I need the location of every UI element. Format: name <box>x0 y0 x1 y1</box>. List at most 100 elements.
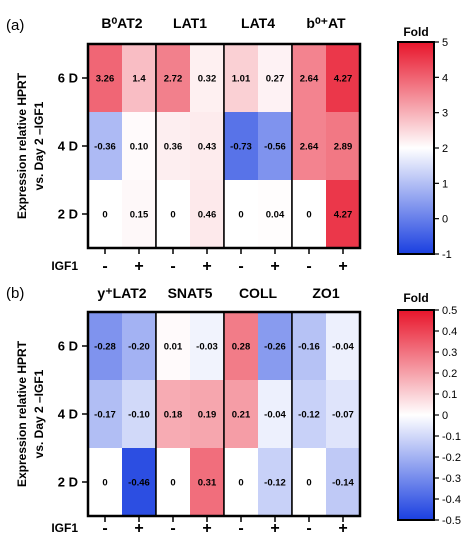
plus-sign: + <box>270 258 279 275</box>
gene-label: COLL <box>239 285 278 301</box>
heatmap-cell <box>224 312 258 380</box>
plus-sign: + <box>270 520 279 537</box>
heatmap-cell <box>156 180 190 248</box>
heatmap-cell <box>224 112 258 180</box>
cell-value-label: 0.27 <box>266 74 285 85</box>
plus-sign: + <box>202 520 211 537</box>
y-axis-label-line-2: vs. Day 2 –IGF1 <box>32 369 46 458</box>
panel-label: (a) <box>6 17 24 34</box>
colorbar-tick-label: -0.5 <box>442 515 461 527</box>
minus-sign: - <box>102 258 107 275</box>
cell-value-label: -0.36 <box>94 142 116 153</box>
colorbar-tick-label: 4 <box>442 72 448 84</box>
y-axis-label-line-1: Expression relative HPRT <box>15 340 29 487</box>
y-axis-label-line-1: Expression relative HPRT <box>15 72 29 219</box>
cell-value-label: -0.12 <box>264 478 286 489</box>
heatmap-cell <box>258 180 292 248</box>
heatmap-cell <box>190 312 224 380</box>
cell-value-label: 0.19 <box>198 410 217 421</box>
colorbar-tick-label: 0.2 <box>442 368 457 380</box>
panel-a: (a) Expression relative HPRT vs. Day 2 –IG… <box>6 15 452 275</box>
cell-value-label: 0 <box>306 478 311 489</box>
heatmap-cell <box>88 180 122 248</box>
heatmap-cell <box>122 112 156 180</box>
cell-value-label: 0 <box>170 478 175 489</box>
plus-sign: + <box>134 520 143 537</box>
colorbar-tick-label: 0.1 <box>442 389 457 401</box>
heatmap-cell <box>156 380 190 448</box>
cell-value-label: -0.26 <box>264 342 286 353</box>
cell-value-label: 2.72 <box>164 74 183 85</box>
heatmap-cell <box>326 180 360 248</box>
igf1-label: IGF1 <box>51 259 78 273</box>
cell-value-label: -0.04 <box>264 410 286 421</box>
colorbar-tick-label: -1 <box>442 249 452 261</box>
colorbar-tick-label: 3 <box>442 108 448 120</box>
heatmap-cell <box>156 312 190 380</box>
cell-value-label: 0 <box>238 210 243 221</box>
minus-sign: - <box>102 520 107 537</box>
heatmap-cell <box>190 448 224 516</box>
heatmap-cell <box>88 112 122 180</box>
heatmap-cell <box>88 448 122 516</box>
cell-value-label: 3.26 <box>96 74 115 85</box>
cell-value-label: -0.03 <box>196 342 218 353</box>
heatmap-cell <box>88 312 122 380</box>
minus-sign: - <box>306 520 311 537</box>
cell-value-label: -0.56 <box>264 142 286 153</box>
heatmap-cell <box>292 380 326 448</box>
minus-sign: - <box>306 258 311 275</box>
cell-value-label: -0.04 <box>332 342 354 353</box>
cell-value-label: 0.36 <box>164 142 183 153</box>
colorbar-tick-label: 0.4 <box>442 326 457 338</box>
heatmap-cell <box>156 448 190 516</box>
cell-value-label: 0.31 <box>198 478 217 489</box>
heatmap-cell <box>326 312 360 380</box>
heatmap-cell <box>326 44 360 112</box>
y-axis-label-line-2: vs. Day 2 –IGF1 <box>32 101 46 190</box>
colorbar-tick-label: 0.5 <box>442 305 457 317</box>
heatmap-cell <box>224 44 258 112</box>
cell-value-label: 0.43 <box>198 142 217 153</box>
minus-sign: - <box>170 258 175 275</box>
cell-value-label: -0.07 <box>332 410 354 421</box>
heatmap-cell <box>122 448 156 516</box>
heatmap-cell <box>156 44 190 112</box>
plus-sign: + <box>134 258 143 275</box>
panel-b: (b) Expression relative HPRT vs. Day 2 –IG… <box>6 285 461 537</box>
plus-sign: + <box>338 520 347 537</box>
cell-value-label: 0.32 <box>198 74 217 85</box>
cell-value-label: 2.64 <box>300 142 319 153</box>
heatmap-cell <box>224 448 258 516</box>
gene-label: y⁺LAT2 <box>97 285 146 301</box>
heatmap-cell <box>258 312 292 380</box>
heatmap-cell <box>258 44 292 112</box>
colorbar-title: Fold <box>403 291 428 305</box>
plus-sign: + <box>338 258 347 275</box>
gene-label: b⁰⁺AT <box>306 15 346 31</box>
heatmap-cell <box>224 180 258 248</box>
gene-label: ZO1 <box>312 285 339 301</box>
heatmap-cell <box>190 112 224 180</box>
cell-value-label: 4.27 <box>334 210 353 221</box>
igf1-label: IGF1 <box>51 521 78 535</box>
cell-value-label: 1.4 <box>132 74 146 85</box>
heatmap-cell <box>292 44 326 112</box>
heatmap-cell <box>292 180 326 248</box>
cell-value-label: -0.17 <box>94 410 116 421</box>
heatmap-cell <box>292 312 326 380</box>
colorbar-tick-label: 0.3 <box>442 347 457 359</box>
colorbar <box>397 41 435 255</box>
heatmap-cell <box>326 112 360 180</box>
cell-value-label: -0.16 <box>298 342 320 353</box>
cell-value-label: -0.14 <box>332 478 354 489</box>
cell-value-label: 0.04 <box>266 210 285 221</box>
panel-label: (b) <box>6 285 24 302</box>
cell-value-label: 0 <box>306 210 311 221</box>
heatmap-cell <box>292 448 326 516</box>
cell-value-label: 2.89 <box>334 142 353 153</box>
cell-value-label: 0.28 <box>232 342 251 353</box>
colorbar-tick-label: 1 <box>442 178 448 190</box>
colorbar-tick-label: -0.1 <box>442 431 461 443</box>
